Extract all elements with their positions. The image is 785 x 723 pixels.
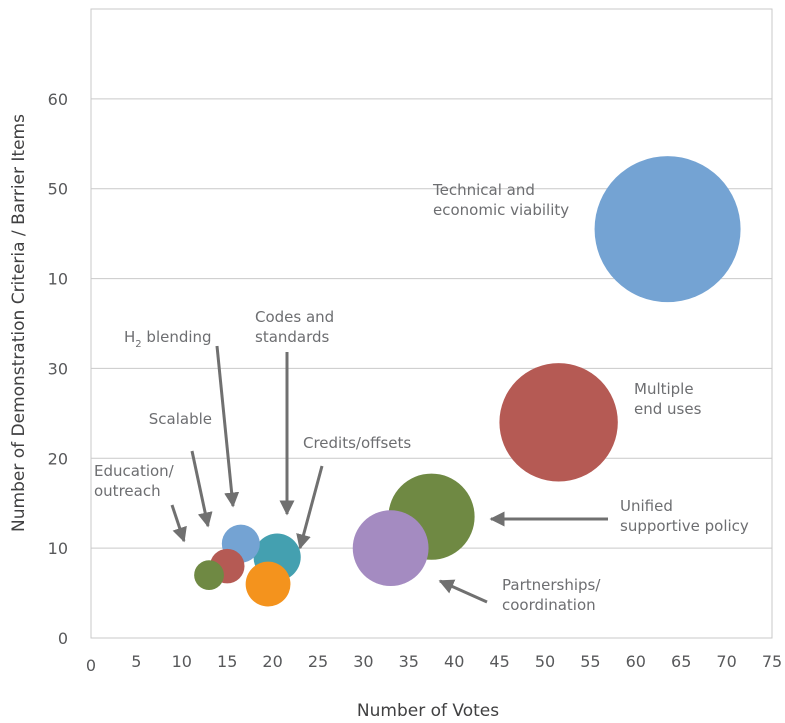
grid-lines xyxy=(91,98,772,549)
x-tick-label: 55 xyxy=(580,652,600,671)
annotation-arrows xyxy=(170,345,608,604)
x-tick-label: 25 xyxy=(308,652,328,671)
annotation-label: Scalable xyxy=(149,410,212,428)
bubble xyxy=(499,363,618,482)
annotation-label: Multiple end uses xyxy=(634,380,702,418)
annotation-label: Partnerships/coordination xyxy=(502,576,601,614)
annotation-label: Education/outreach xyxy=(94,462,175,500)
y-tick-label: 50 xyxy=(48,180,68,199)
y-tick-label: 10 xyxy=(48,539,68,558)
annotation-label: H2 blending xyxy=(124,328,212,350)
bubble xyxy=(194,560,224,590)
annotation-arrow xyxy=(170,504,187,543)
x-axis-title: Number of Votes xyxy=(357,701,499,721)
y-tick-label: 30 xyxy=(48,359,68,378)
annotation-label: Technical and economic viability xyxy=(432,181,569,219)
annotation-label: Credits/offsets xyxy=(303,434,411,452)
bubble xyxy=(245,561,291,607)
annotation-label: Codes and standards xyxy=(255,308,334,346)
x-tick-label: 65 xyxy=(671,652,691,671)
annotations: Technical and economic viability Multiple e… xyxy=(94,181,749,614)
bubbles xyxy=(194,156,741,607)
x-tick-label: 35 xyxy=(399,652,419,671)
annotation-arrow xyxy=(190,450,213,528)
annotation-arrow xyxy=(438,579,488,604)
x-tick-label: 75 xyxy=(762,652,782,671)
y-axis-ticks: 0 10 20 30 10 50 60 xyxy=(48,90,68,648)
plot-border xyxy=(90,8,773,639)
x-tick-label: 0 xyxy=(86,656,96,675)
x-tick-label: 70 xyxy=(716,652,736,671)
y-tick-label: 60 xyxy=(48,90,68,109)
x-tick-label: 15 xyxy=(217,652,237,671)
x-tick-label: 5 xyxy=(131,652,141,671)
annotation-arrow xyxy=(296,465,324,550)
bubble xyxy=(352,510,429,587)
plot-frame xyxy=(90,8,773,639)
y-tick-label: 20 xyxy=(48,449,68,468)
annotation-arrow xyxy=(215,345,240,508)
annotation-label: Unified supportive policy xyxy=(620,497,749,535)
x-tick-label: 50 xyxy=(535,652,555,671)
x-tick-label: 40 xyxy=(444,652,464,671)
x-tick-label: 20 xyxy=(262,652,282,671)
x-tick-label: 45 xyxy=(489,652,509,671)
y-tick-label: 10 xyxy=(48,270,68,289)
x-tick-label: 60 xyxy=(626,652,646,671)
y-tick-label: 0 xyxy=(58,629,68,648)
bubble xyxy=(594,156,741,303)
x-tick-label: 10 xyxy=(172,652,192,671)
x-axis-ticks: 0 5 10 15 20 25 30 35 40 45 50 55 60 65 70 75 xyxy=(86,652,782,675)
y-axis-title: Number of Demonstration Criteria / Barri… xyxy=(9,114,29,532)
x-tick-label: 30 xyxy=(353,652,373,671)
